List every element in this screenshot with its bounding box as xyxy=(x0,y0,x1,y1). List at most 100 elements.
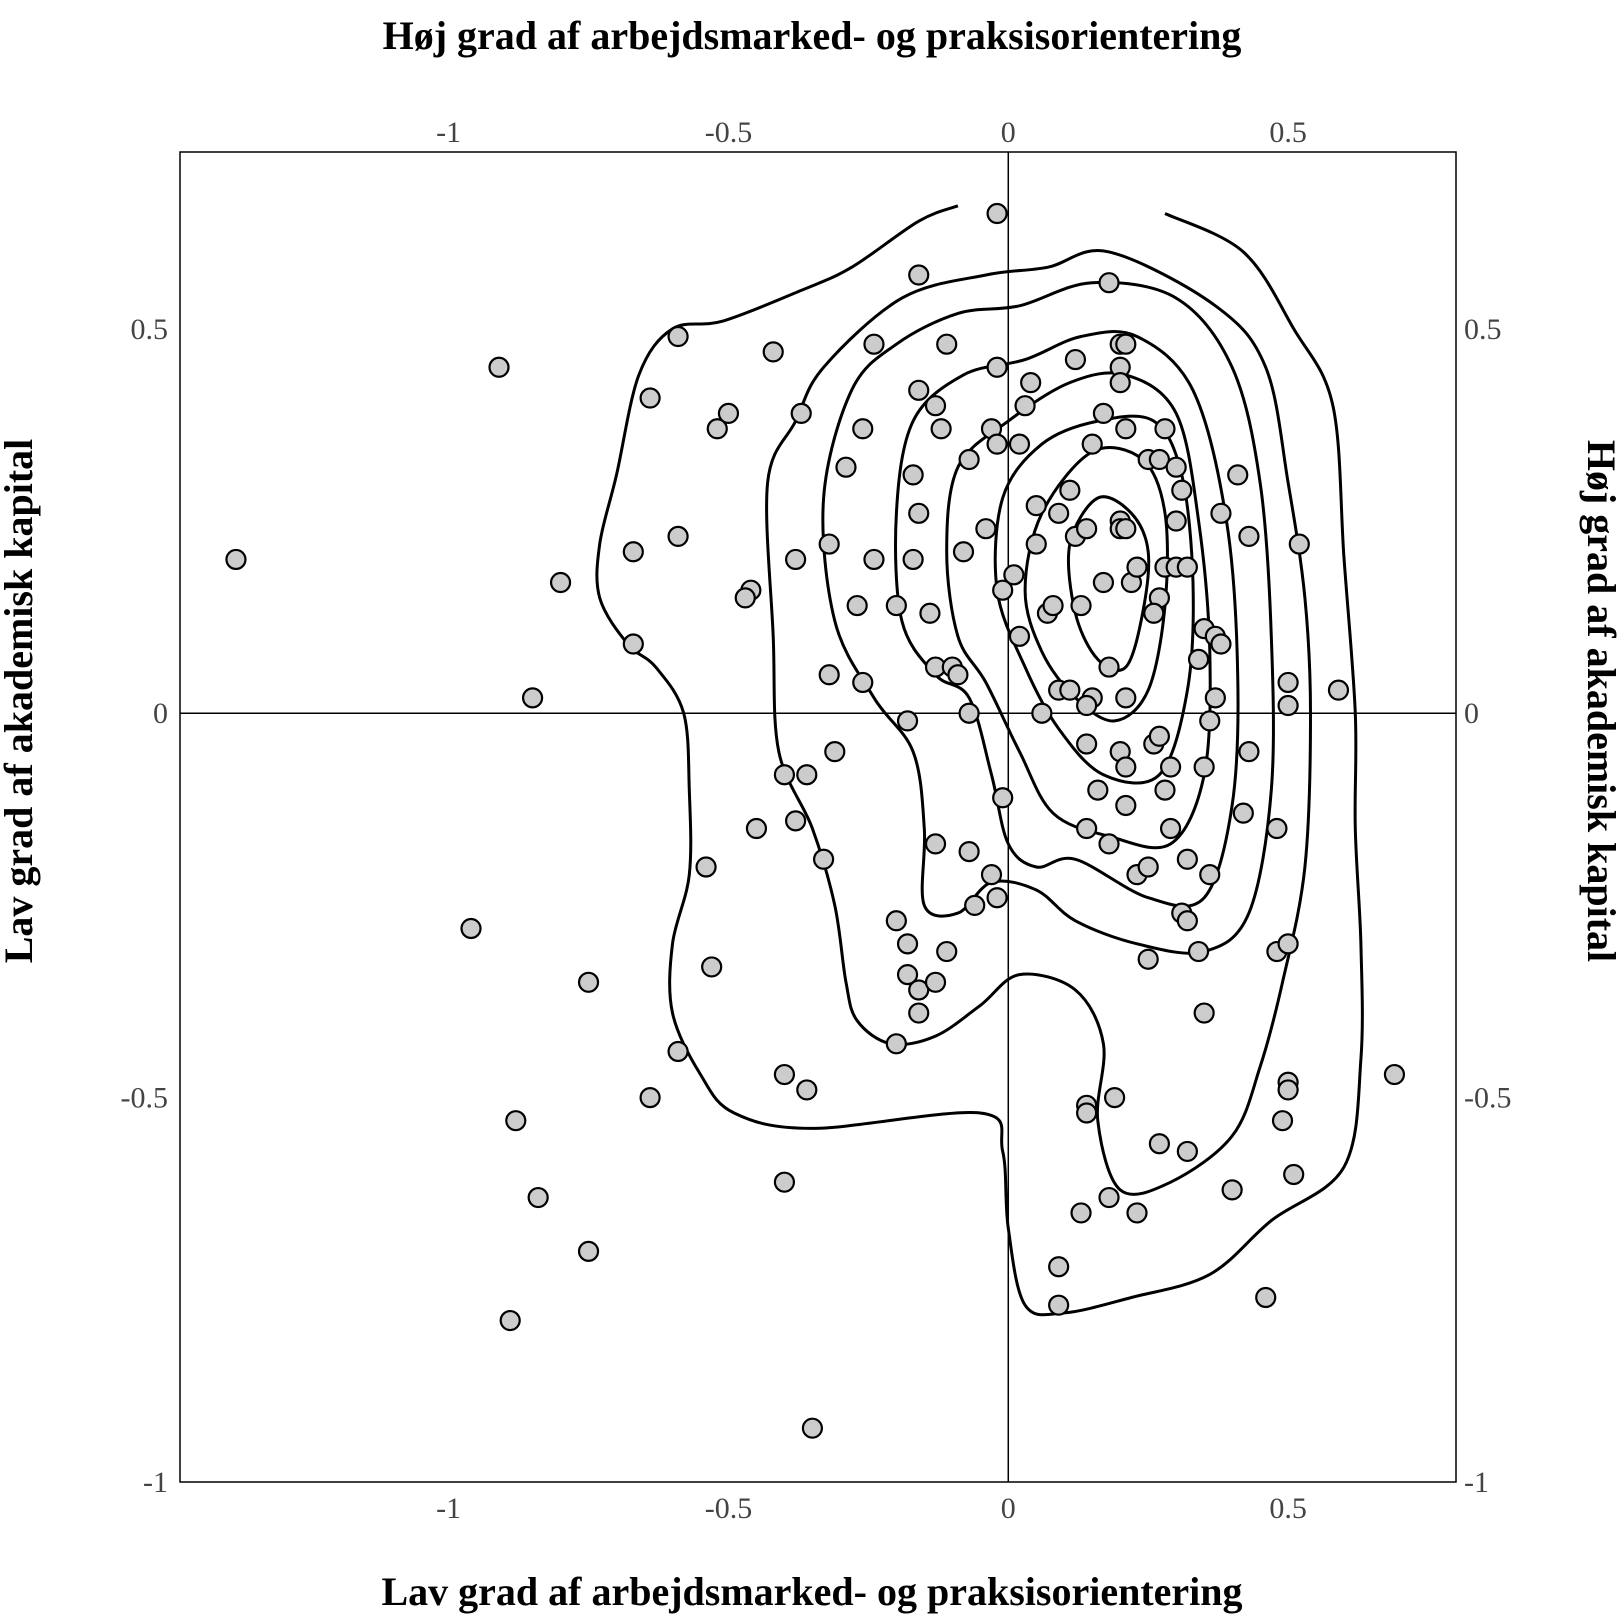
scatter-point xyxy=(1092,402,1115,424)
scatter-point xyxy=(1283,1163,1305,1186)
scatter-point xyxy=(1176,848,1198,870)
scatter-point xyxy=(1277,1079,1299,1101)
scatter-point xyxy=(1020,372,1042,394)
scatter-point xyxy=(936,333,958,355)
scatter-point xyxy=(986,433,1008,455)
scatter-point xyxy=(785,810,807,832)
scatter-point xyxy=(986,356,1008,378)
scatter-point xyxy=(1048,502,1070,524)
scatter-point xyxy=(1148,1133,1170,1155)
scatter-point xyxy=(622,633,644,655)
scatter-point xyxy=(1076,733,1098,755)
scatter-point xyxy=(818,533,840,555)
scatter-point xyxy=(852,418,874,440)
scatter-point xyxy=(1076,817,1098,840)
contour-line xyxy=(1023,446,1169,723)
scatter-point xyxy=(734,587,756,609)
scatter-point xyxy=(1199,864,1221,886)
scatter-point xyxy=(1076,1102,1098,1124)
scatter-point xyxy=(1137,856,1159,878)
right-axis-title: Høj grad af akademisk kapital xyxy=(1579,439,1624,963)
scatter-point xyxy=(1087,779,1109,801)
tick-labels: -1 -1 -0.5 -0.5 0 0 0.5 0.5 -1 -1 -0.5 -0.5 0 0 0.5 0.5 xyxy=(121,116,1512,1525)
scatter-point xyxy=(549,571,572,594)
scatter-point xyxy=(1143,602,1165,624)
scatter-point xyxy=(796,1079,818,1101)
scatter-point xyxy=(1031,702,1053,724)
scatter-point xyxy=(667,525,689,547)
scatter-point xyxy=(818,664,840,686)
contour-line xyxy=(894,330,1240,908)
scatter-point xyxy=(1187,940,1210,963)
scatter-point xyxy=(1327,679,1350,701)
scatter-point xyxy=(1059,679,1081,701)
scatter-point xyxy=(499,1309,521,1332)
scatter-point xyxy=(924,971,947,993)
scatter-point xyxy=(1115,333,1137,355)
scatter-point xyxy=(863,333,885,355)
scatter-point xyxy=(622,541,644,563)
scatter-point xyxy=(824,741,846,763)
scatter-point xyxy=(225,548,247,571)
scatter-point xyxy=(1048,1294,1070,1316)
scatter-point xyxy=(1288,533,1310,555)
scatter-point xyxy=(1271,1110,1294,1132)
scatter-point xyxy=(1115,518,1137,540)
left-y-tick-label: -0.5 xyxy=(121,1082,169,1115)
right-y-tick-label: 0 xyxy=(1464,697,1479,730)
scatter-point xyxy=(1098,272,1120,294)
scatter-point xyxy=(1154,779,1176,801)
scatter-point xyxy=(1277,671,1299,694)
scatter-point xyxy=(958,702,980,724)
scatter-point xyxy=(1277,694,1299,717)
scatter-point xyxy=(1092,571,1115,594)
data-points xyxy=(225,202,1406,1439)
left-y-tick-label: 0 xyxy=(153,697,168,730)
scatter-point xyxy=(1383,1063,1406,1086)
scatter-point xyxy=(986,202,1008,225)
scatter-point xyxy=(577,971,600,993)
scatter-point xyxy=(1199,710,1221,732)
top-x-tick-label: 0.5 xyxy=(1269,116,1307,149)
scatter-point xyxy=(908,264,930,286)
contour-line xyxy=(1066,495,1151,672)
scatter-point xyxy=(1232,802,1254,824)
scatter-point xyxy=(1109,372,1131,394)
scatter-point xyxy=(1048,1256,1070,1278)
scatter-point xyxy=(1193,1002,1215,1024)
scatter-point xyxy=(1014,395,1036,417)
scatter-point xyxy=(958,448,980,471)
scatter-point xyxy=(667,1040,689,1063)
plot-frame xyxy=(179,151,1457,1483)
scatter-point xyxy=(936,940,958,963)
scatter-point xyxy=(902,464,924,486)
scatter-point xyxy=(639,1087,661,1109)
scatter-point xyxy=(521,687,544,709)
scatter-point xyxy=(1115,794,1137,817)
scatter-point xyxy=(773,1063,796,1086)
scatter-point xyxy=(796,764,818,786)
scatter-point xyxy=(1159,817,1182,840)
scatter-point xyxy=(745,817,768,840)
scatter-point xyxy=(1148,725,1170,747)
scatter-point xyxy=(1104,1087,1126,1109)
scatter-point xyxy=(790,402,812,424)
scatter-point xyxy=(975,518,997,540)
scatter-point xyxy=(852,671,874,694)
scatter-point xyxy=(1059,479,1081,501)
scatter-point xyxy=(1098,656,1120,678)
top-x-tick-label: 0 xyxy=(1001,116,1016,149)
scatter-point xyxy=(908,502,930,524)
scatter-point xyxy=(1266,817,1288,840)
contour-line xyxy=(595,204,1364,1317)
scatter-point xyxy=(1171,479,1193,501)
scatter-point xyxy=(706,418,728,440)
scatter-point xyxy=(1210,502,1232,524)
scatter-point xyxy=(846,594,868,617)
scatter-point xyxy=(1098,1186,1120,1209)
scatter-point xyxy=(695,856,717,878)
contour-line xyxy=(945,371,1212,850)
scatter-point xyxy=(902,548,924,571)
reference-lines xyxy=(180,152,1456,1482)
